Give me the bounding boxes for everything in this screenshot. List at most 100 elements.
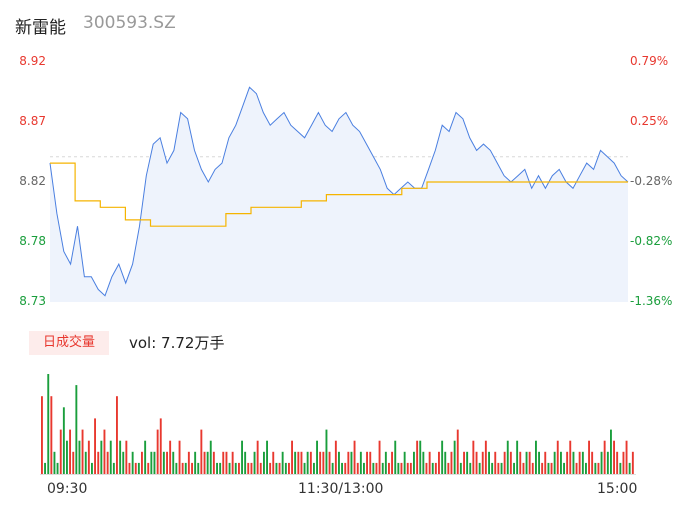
volume-bar-108 [378,440,381,474]
volume-bar-12 [78,440,81,474]
volume-bar-62 [234,462,237,474]
volume-bar-134 [459,462,462,474]
volume-bar-82 [297,451,300,474]
volume-bar-130 [447,462,450,474]
y-tick-right-2: -0.28% [630,174,673,188]
stock-code: 300593.SZ [83,13,176,33]
volume-bar-46 [184,462,187,474]
volume-bar-63 [238,462,240,474]
x-tick-midday: 11:30/13:00 [298,481,384,497]
volume-bar-95 [338,451,340,474]
volume-bar-160 [541,462,544,474]
volume-bar-102 [359,451,362,474]
volume-bar-173 [581,451,584,474]
volume-bar-145 [494,451,497,474]
volume-bar-186 [622,451,625,474]
volume-bar-129 [444,451,447,474]
y-tick-left-0: 8.92 [19,54,46,68]
volume-bar-183 [613,440,615,474]
volume-bar-34 [147,462,150,474]
y-tick-right-4: -1.36% [630,294,673,308]
volume-bar-19 [100,440,103,474]
volume-bar-188 [628,462,631,474]
volume-bar-45 [181,462,184,474]
volume-bar-167 [563,462,565,474]
y-tick-right-0: 0.79% [630,54,669,68]
volume-bar-54 [209,440,212,474]
volume-bar-29 [131,451,134,474]
volume-bar-152 [516,440,519,474]
volume-bar-139 [475,451,478,474]
volume-bar-48 [191,462,193,474]
volume-bar-156 [528,451,531,474]
volume-bar-5 [56,462,59,474]
volume-bar-52 [203,451,206,474]
volume-bar-171 [575,462,578,474]
volume-bar-60 [228,462,231,474]
volume-bar-50 [197,462,200,474]
stock-name: 新雷能 [15,18,66,38]
volume-bar-124 [428,451,431,474]
volume-bar-137 [469,462,472,474]
volume-bar-38 [159,418,162,474]
price-line [49,86,629,297]
volume-bar-56 [216,462,218,474]
volume-bar-175 [588,440,590,474]
volume-bar-140 [478,462,481,474]
volume-bar-157 [531,462,534,474]
volume-bar-78 [284,462,287,474]
volume-bar-53 [206,451,209,474]
volume-bar-111 [388,462,390,474]
volume-bar-18 [97,451,100,474]
volume-bar-135 [463,451,465,474]
volume-bar-69 [256,440,259,474]
y-tick-left-2: 8.82 [19,174,46,188]
volume-bar-36 [153,451,156,474]
volume-bar-181 [606,451,609,474]
volume-bar-90 [322,451,325,474]
volume-bar-187 [625,440,628,474]
volume-bar-149 [506,440,509,474]
volume-bar-7 [62,407,65,474]
volume-bar-47 [187,451,190,474]
volume-bar-132 [453,440,456,474]
volume-bar-147 [500,462,503,474]
volume-bar-87 [313,462,315,474]
volume-bar-142 [484,440,487,474]
volume-bar-80 [291,440,293,474]
x-tick-open: 09:30 [47,481,88,497]
volume-bar-85 [306,451,309,474]
volume-bar-123 [425,462,428,474]
volume-bar-14 [84,451,87,474]
volume-bar-43 [175,462,178,474]
volume-bar-100 [353,440,356,474]
volume-bar-189 [631,451,634,474]
volume-bar-164 [553,451,556,474]
volume-bar-66 [247,462,250,474]
volume-bar-119 [413,451,415,474]
volume-bar-51 [200,429,203,474]
volume-bar-109 [381,462,384,474]
volume-bar-106 [372,462,375,474]
average-line [50,162,628,227]
volume-bar-59 [225,451,228,474]
volume-bar-131 [450,451,453,474]
y-tick-left-1: 8.87 [19,114,46,128]
volume-bar-122 [422,451,425,474]
volume-bar-161 [544,451,547,474]
volume-bar-49 [194,451,197,474]
volume-bar-37 [156,429,159,474]
volume-bar-174 [585,462,587,474]
volume-bar-30 [134,462,137,474]
volume-bar-31 [137,462,140,474]
volume-bar-64 [241,440,243,474]
volume-bar-74 [272,451,275,474]
volume-bar-24 [116,396,118,474]
volume-bar-151 [513,462,515,474]
volume-bar-73 [269,462,272,474]
volume-bar-57 [219,462,222,474]
volume-tab[interactable]: 日成交量 [29,331,109,355]
volume-bar-116 [403,451,406,474]
volume-bar-148 [503,451,506,474]
volume-bar-105 [369,451,372,474]
